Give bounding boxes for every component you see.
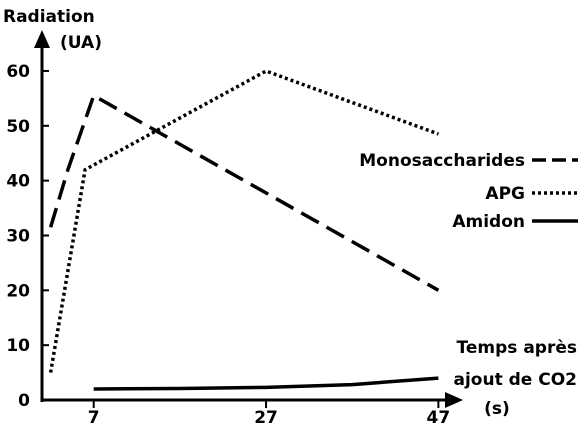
x-tick-label: 47 (427, 408, 451, 428)
y-ticks: 0 10 20 30 40 50 60 (6, 62, 49, 411)
x-axis-title-line: ajout de CO2 (454, 370, 578, 390)
axes (34, 30, 463, 408)
x-tick-label: 27 (254, 408, 278, 428)
legend-label: Amidon (452, 212, 525, 232)
series-line-amidon (93, 376, 439, 391)
x-tick-label: 7 (88, 408, 100, 428)
y-tick-label: 0 (18, 391, 30, 411)
y-axis-arrow (34, 30, 50, 48)
y-tick-label: 40 (6, 172, 30, 192)
y-axis-title: Radiation (UA) (3, 7, 102, 53)
x-axis-title-line: Temps après (457, 338, 577, 358)
legend-label: APG (485, 184, 525, 204)
legend: Monosaccharides APG Amidon (359, 151, 578, 232)
y-tick-label: 20 (6, 281, 30, 301)
series-line-monosaccharides (48, 93, 440, 292)
x-axis-title: Temps après ajout de CO2 (s) (454, 338, 578, 419)
x-ticks: 7 27 47 (88, 399, 450, 428)
y-axis-title-line: (UA) (60, 33, 102, 53)
x-axis-title-line: (s) (484, 399, 510, 419)
y-axis-title-line: Radiation (3, 7, 95, 27)
legend-label: Monosaccharides (359, 151, 525, 171)
y-tick-label: 60 (6, 62, 30, 82)
x-axis-arrow (445, 392, 463, 408)
y-tick-label: 30 (6, 226, 30, 246)
series-lines (48, 69, 440, 391)
y-axis-title-text: Radiation (UA) (3, 7, 102, 53)
y-tick-label: 10 (6, 336, 30, 356)
series-line-apg (48, 69, 440, 373)
y-tick-label: 50 (6, 117, 30, 137)
